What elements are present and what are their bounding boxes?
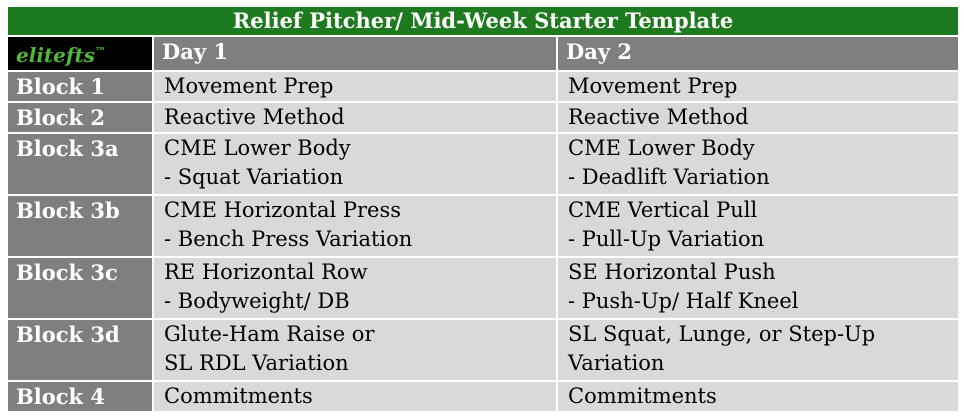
table-row: Block 3c RE Horizontal Row - Bodyweight/ D… [6, 256, 961, 320]
day-1-cell: Movement Prep [152, 70, 558, 103]
cell-line: SE Horizontal Push [568, 260, 776, 284]
table-row: Block 3a CME Lower Body - Squat Variation C… [6, 132, 961, 196]
cell-line: CME Lower Body [568, 136, 755, 160]
cell-line: SL RDL Variation [164, 351, 349, 375]
brand-logo: elitefts™ [6, 35, 154, 72]
block-label: Block 3a [6, 132, 154, 196]
cell-line: Reactive Method [164, 105, 345, 129]
cell-line: Reactive Method [568, 105, 749, 129]
block-label: Block 1 [6, 70, 154, 103]
block-label: Block 3d [6, 318, 154, 382]
day-1-cell: Reactive Method [152, 101, 558, 134]
table-title: Relief Pitcher/ Mid-Week Starter Templat… [5, 5, 961, 37]
cell-line: Glute-Ham Raise or [164, 322, 375, 346]
column-header-day-1: Day 1 [152, 35, 558, 72]
cell-line: CME Horizontal Press [164, 198, 402, 222]
cell-line: - Pull-Up Variation [568, 227, 765, 251]
cell-line: - Push-Up/ Half Kneel [568, 289, 799, 313]
table-row: Block 3b CME Horizontal Press - Bench Pres… [6, 194, 961, 258]
cell-line: - Squat Variation [164, 165, 344, 189]
block-label: Block 4 [6, 380, 154, 413]
title-row: Relief Pitcher/ Mid-Week Starter Templat… [5, 5, 961, 37]
day-1-cell: RE Horizontal Row - Bodyweight/ DB [152, 256, 558, 320]
day-2-cell: CME Vertical Pull - Pull-Up Variation [555, 194, 961, 258]
cell-line: Movement Prep [568, 74, 738, 98]
cell-line: RE Horizontal Row [164, 260, 368, 284]
day-1-cell: CME Horizontal Press - Bench Press Variat… [152, 194, 558, 258]
day-2-cell: SE Horizontal Push - Push-Up/ Half Kneel [555, 256, 961, 320]
cell-line: - Bench Press Variation [164, 227, 413, 251]
cell-line: CME Vertical Pull [568, 198, 758, 222]
cell-line: Movement Prep [164, 74, 334, 98]
table-row: Block 1 Movement Prep Movement Prep [6, 70, 961, 103]
cell-line: CME Lower Body [164, 136, 351, 160]
cell-line: SL Squat, Lunge, or Step-Up [568, 322, 876, 346]
day-2-cell: Movement Prep [555, 70, 961, 103]
table-row: Block 4 Commitments Commitments [6, 380, 961, 413]
brand-trademark: ™ [94, 45, 106, 58]
day-1-cell: Commitments [152, 380, 558, 413]
block-label: Block 2 [6, 101, 154, 134]
brand-name: elitefts [16, 43, 95, 67]
table-row: Block 3d Glute-Ham Raise or SL RDL Variati… [6, 318, 961, 382]
block-label: Block 3b [6, 194, 154, 258]
day-2-cell: CME Lower Body - Deadlift Variation [555, 132, 961, 196]
cell-line: - Deadlift Variation [568, 165, 770, 189]
day-2-cell: Reactive Method [555, 101, 961, 134]
block-label: Block 3c [6, 256, 154, 320]
cell-line: Commitments [568, 384, 717, 408]
template-table-wrapper: Relief Pitcher/ Mid-Week Starter Templat… [5, 5, 961, 413]
cell-line: - Bodyweight/ DB [164, 289, 350, 313]
cell-line: Variation [568, 351, 665, 375]
day-1-cell: CME Lower Body - Squat Variation [152, 132, 558, 196]
day-2-cell: Commitments [555, 380, 961, 413]
day-2-cell: SL Squat, Lunge, or Step-Up Variation [555, 318, 961, 382]
day-1-cell: Glute-Ham Raise or SL RDL Variation [152, 318, 558, 382]
template-table: Relief Pitcher/ Mid-Week Starter Templat… [5, 5, 961, 413]
cell-line: Commitments [164, 384, 313, 408]
header-row: elitefts™ Day 1 Day 2 [6, 35, 961, 72]
column-header-day-2: Day 2 [555, 35, 961, 72]
table-row: Block 2 Reactive Method Reactive Method [6, 101, 961, 134]
